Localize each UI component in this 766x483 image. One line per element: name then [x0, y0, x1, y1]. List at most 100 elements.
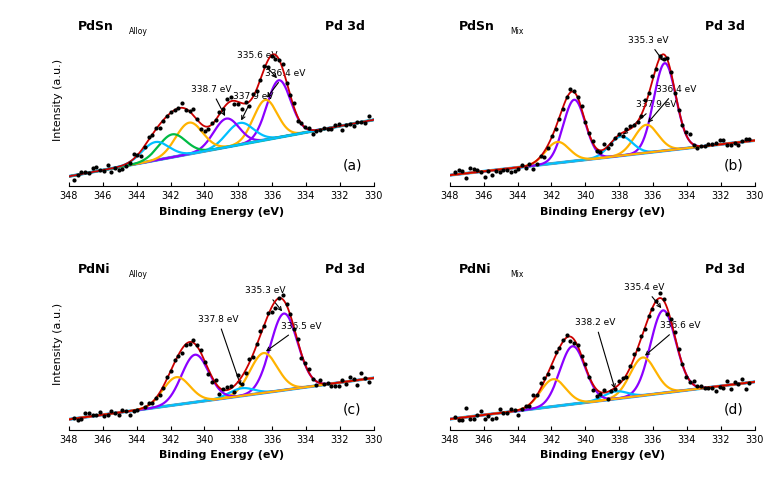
- Point: [71, 416, 83, 424]
- Point: [240, 98, 252, 106]
- Point: [565, 85, 577, 93]
- Point: [463, 415, 476, 423]
- Point: [553, 115, 565, 123]
- Point: [195, 346, 207, 354]
- Point: [352, 382, 364, 389]
- Point: [575, 102, 588, 110]
- Point: [505, 168, 517, 176]
- Text: Mix: Mix: [510, 270, 523, 279]
- Point: [673, 345, 685, 353]
- Text: PdSn: PdSn: [459, 20, 495, 33]
- Point: [609, 385, 621, 393]
- Point: [471, 411, 483, 419]
- Point: [519, 164, 532, 172]
- Point: [210, 116, 222, 124]
- Point: [743, 379, 755, 387]
- Text: 337.8 eV: 337.8 eV: [198, 314, 241, 384]
- Text: 338.7 eV: 338.7 eV: [191, 85, 231, 115]
- Point: [113, 412, 125, 419]
- Point: [743, 135, 755, 143]
- Point: [531, 160, 543, 168]
- Point: [740, 385, 752, 393]
- Point: [613, 130, 625, 138]
- Point: [661, 311, 673, 318]
- Point: [322, 125, 334, 133]
- Point: [128, 150, 140, 158]
- Point: [713, 136, 725, 143]
- Point: [725, 385, 737, 393]
- Point: [549, 348, 561, 355]
- Point: [224, 94, 237, 101]
- Text: 336.4 eV: 336.4 eV: [649, 85, 697, 122]
- Point: [710, 387, 722, 395]
- Point: [460, 174, 472, 182]
- Point: [489, 167, 502, 175]
- Point: [340, 121, 352, 129]
- Text: 335.6 eV: 335.6 eV: [237, 51, 277, 77]
- Point: [250, 87, 263, 95]
- Point: [657, 55, 669, 63]
- Point: [165, 368, 177, 375]
- Point: [702, 140, 715, 147]
- Point: [691, 383, 703, 390]
- Point: [217, 106, 229, 114]
- Point: [236, 105, 248, 113]
- Point: [591, 392, 603, 400]
- Point: [243, 102, 255, 110]
- Point: [176, 349, 188, 356]
- Point: [657, 296, 669, 303]
- Point: [124, 411, 136, 418]
- Point: [198, 358, 211, 366]
- Point: [284, 91, 296, 99]
- Point: [142, 133, 155, 141]
- Point: [516, 161, 528, 169]
- Point: [247, 353, 259, 361]
- Point: [348, 375, 360, 383]
- Point: [732, 380, 745, 388]
- Point: [240, 369, 252, 377]
- Point: [355, 118, 367, 126]
- Point: [358, 374, 371, 382]
- Point: [538, 153, 551, 161]
- Point: [266, 308, 278, 316]
- Point: [493, 168, 506, 176]
- Point: [545, 363, 558, 371]
- Point: [601, 396, 614, 403]
- Point: [124, 159, 136, 167]
- Point: [471, 166, 483, 174]
- Point: [725, 141, 737, 149]
- Point: [538, 374, 551, 382]
- Text: Mix: Mix: [510, 27, 523, 36]
- Point: [706, 140, 719, 147]
- Point: [254, 327, 267, 335]
- Point: [340, 380, 352, 388]
- Point: [221, 383, 233, 391]
- Point: [542, 370, 555, 378]
- Point: [221, 95, 233, 103]
- Point: [457, 168, 469, 175]
- Point: [172, 104, 185, 112]
- Point: [157, 384, 169, 392]
- Point: [449, 168, 461, 175]
- Point: [617, 132, 629, 140]
- Point: [101, 161, 113, 169]
- Point: [721, 377, 733, 385]
- Point: [620, 125, 633, 133]
- Point: [128, 407, 140, 415]
- Point: [710, 139, 722, 147]
- Point: [639, 325, 651, 333]
- Point: [695, 382, 707, 390]
- Point: [486, 415, 499, 423]
- Point: [557, 336, 569, 344]
- Point: [344, 120, 356, 128]
- Point: [362, 112, 375, 120]
- Point: [598, 140, 611, 148]
- Point: [699, 384, 711, 392]
- Point: [673, 106, 685, 114]
- Text: Pd 3d: Pd 3d: [705, 263, 745, 276]
- Point: [146, 399, 159, 407]
- Point: [579, 118, 591, 126]
- Point: [702, 384, 715, 392]
- Point: [296, 355, 308, 362]
- Point: [449, 413, 461, 421]
